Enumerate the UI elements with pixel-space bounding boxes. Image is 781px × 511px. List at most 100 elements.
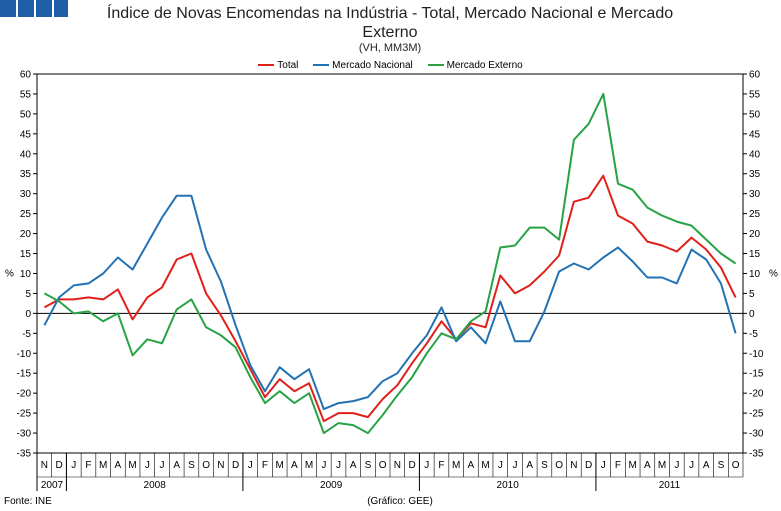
y-tick-label-right: 35	[749, 169, 761, 180]
x-month-label: A	[350, 460, 357, 471]
chart-subtitle: (VH, MM3M)	[358, 42, 422, 54]
y-tick-label-left: 10	[20, 269, 32, 280]
y-tick-label-right: 25	[749, 209, 761, 220]
y-tick-label-right: -25	[749, 409, 764, 420]
x-month-label: N	[394, 460, 401, 471]
legend-item-externo: Mercado Externo	[427, 60, 523, 71]
y-tick-label-right: -30	[749, 429, 764, 440]
y-tick-label-left: -10	[17, 349, 32, 360]
x-month-label: M	[452, 460, 460, 471]
x-month-label: M	[481, 460, 489, 471]
x-month-label: D	[55, 460, 62, 471]
x-month-label: D	[408, 460, 415, 471]
x-month-label: O	[202, 460, 210, 471]
y-tick-label-left: 5	[25, 289, 31, 300]
y-tick-label-left: -30	[17, 429, 32, 440]
x-month-label: O	[555, 460, 563, 471]
y-tick-label-left: 40	[20, 149, 32, 160]
x-month-label: S	[188, 460, 195, 471]
x-month-label: S	[365, 460, 372, 471]
legend-swatch-nacional	[313, 64, 330, 67]
legend-label-externo: Mercado Externo	[446, 60, 523, 71]
y-tick-label-left: 35	[20, 169, 32, 180]
x-month-label: F	[438, 460, 444, 471]
source-note: Fonte: INE	[4, 496, 52, 507]
x-month-label: O	[379, 460, 387, 471]
chart-title: Índice de Novas Encomendas na Indústria …	[60, 4, 720, 42]
legend-swatch-externo	[427, 64, 444, 67]
x-month-label: J	[601, 460, 606, 471]
series-line-total	[43, 174, 737, 423]
y-tick-label-right: 0	[749, 309, 755, 320]
legend-label-total: Total	[277, 60, 299, 71]
y-tick-label-left: 60	[20, 70, 32, 81]
y-tick-label-right: 45	[749, 129, 761, 140]
y-axis-label-left: %	[5, 268, 14, 279]
x-month-label: N	[41, 460, 48, 471]
y-tick-label-left: 45	[20, 129, 32, 140]
chart-title-line2: Externo	[362, 24, 418, 41]
x-month-label: A	[115, 460, 122, 471]
x-month-label: A	[291, 460, 298, 471]
y-tick-label-right: -10	[749, 349, 764, 360]
y-tick-label-left: -35	[17, 449, 32, 460]
y-tick-label-right: 50	[749, 109, 761, 120]
x-year-label: 2011	[659, 480, 681, 491]
x-year-label: 2008	[144, 480, 167, 491]
x-month-label: J	[321, 460, 326, 471]
legend-item-total: Total	[258, 60, 298, 71]
x-year-label: 2009	[320, 480, 343, 491]
y-tick-label-left: -5	[22, 329, 31, 340]
y-tick-label-right: 15	[749, 249, 761, 260]
y-tick-label-right: 10	[749, 269, 761, 280]
x-month-label: O	[732, 460, 740, 471]
y-tick-label-right: 60	[749, 70, 761, 81]
x-year-label: 2010	[497, 480, 520, 491]
y-tick-label-left: -20	[17, 389, 32, 400]
legend-label-nacional: Mercado Nacional	[332, 60, 413, 71]
x-month-label: M	[99, 460, 107, 471]
x-month-label: M	[629, 460, 637, 471]
legend: Total Mercado Nacional Mercado Externo	[0, 60, 781, 71]
y-tick-label-left: -15	[17, 369, 32, 380]
x-month-label: N	[570, 460, 577, 471]
x-month-label: D	[232, 460, 239, 471]
x-month-label: M	[305, 460, 313, 471]
y-tick-label-left: 15	[20, 249, 32, 260]
x-month-label: J	[145, 460, 150, 471]
x-month-label: S	[718, 460, 725, 471]
x-month-label: F	[615, 460, 621, 471]
legend-item-nacional: Mercado Nacional	[313, 60, 413, 71]
y-tick-label-left: 55	[20, 89, 32, 100]
x-month-label: N	[217, 460, 224, 471]
x-month-label: J	[424, 460, 429, 471]
x-month-label: M	[128, 460, 136, 471]
y-tick-label-right: 20	[749, 229, 761, 240]
gee-logo	[0, 0, 68, 17]
x-month-label: J	[71, 460, 76, 471]
y-tick-label-left: 25	[20, 209, 32, 220]
x-month-label: F	[262, 460, 268, 471]
y-tick-label-right: 55	[749, 89, 761, 100]
x-month-label: A	[468, 460, 475, 471]
x-month-label: A	[703, 460, 710, 471]
x-month-label: F	[85, 460, 91, 471]
x-month-label: A	[644, 460, 651, 471]
x-month-label: A	[526, 460, 533, 471]
y-tick-label-right: 40	[749, 149, 761, 160]
plot-frame	[36, 73, 744, 454]
x-month-label: J	[674, 460, 679, 471]
x-month-label: J	[248, 460, 253, 471]
y-tick-label-right: -20	[749, 389, 764, 400]
x-month-label: J	[689, 460, 694, 471]
y-tick-label-left: 20	[20, 229, 32, 240]
y-tick-label-left: -25	[17, 409, 32, 420]
y-tick-label-right: -35	[749, 449, 764, 460]
credit-note: (Gráfico: GEE)	[367, 496, 433, 507]
x-month-label: A	[173, 460, 180, 471]
x-month-label: J	[513, 460, 518, 471]
x-month-label: M	[276, 460, 284, 471]
y-axis-label-right: %	[769, 268, 778, 279]
y-tick-label-right: -15	[749, 369, 764, 380]
y-tick-label-left: 30	[20, 189, 32, 200]
